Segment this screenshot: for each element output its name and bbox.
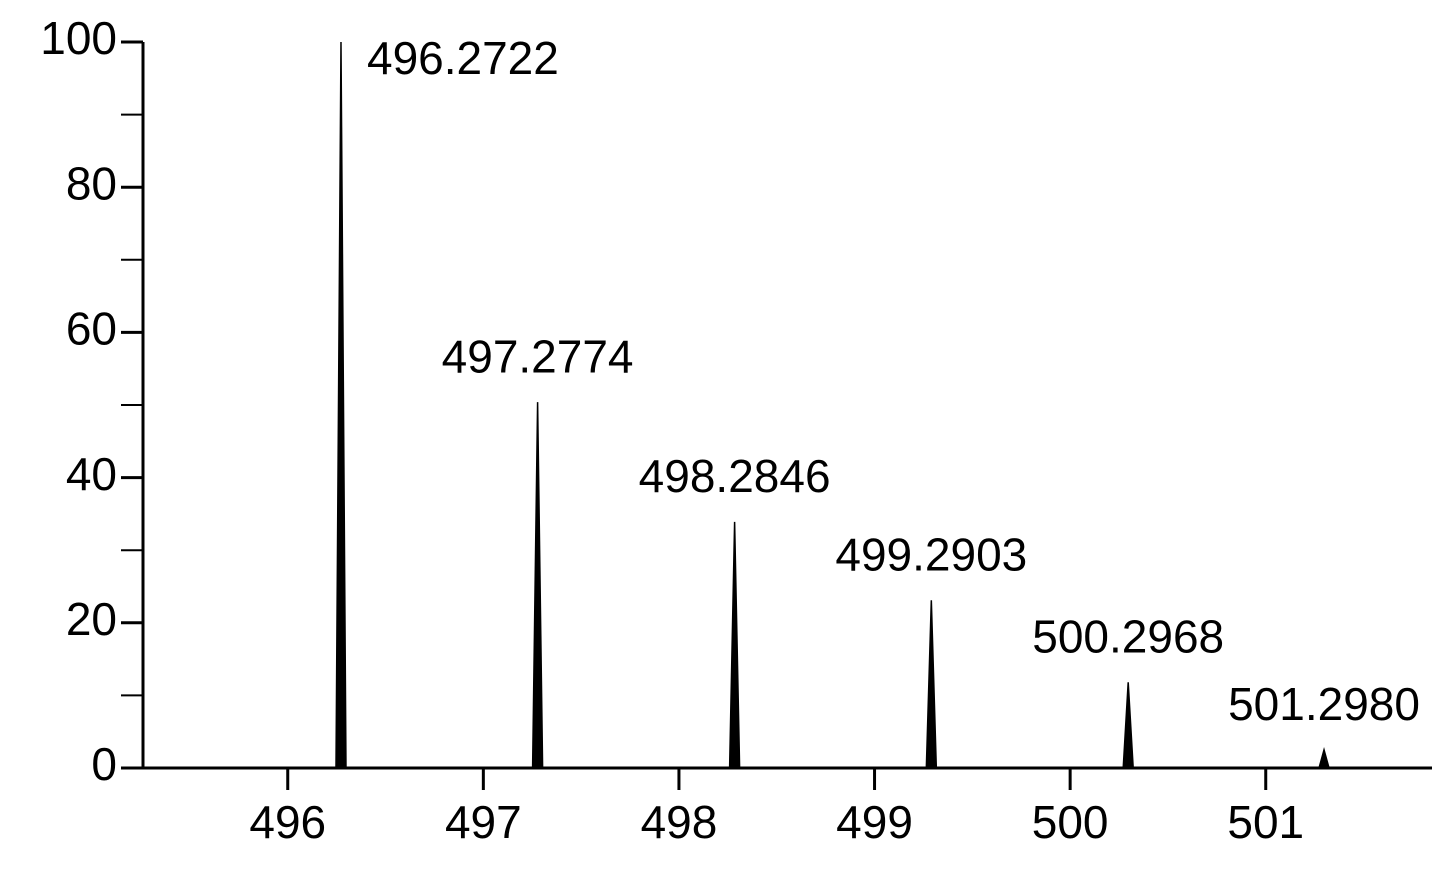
peak xyxy=(531,402,544,769)
x-tick-label: 499 xyxy=(836,796,913,848)
x-tick-label: 496 xyxy=(249,796,326,848)
y-tick-label: 80 xyxy=(66,157,117,209)
x-tick-label: 500 xyxy=(1032,796,1109,848)
y-tick-label: 20 xyxy=(66,593,117,645)
y-tick-label: 100 xyxy=(40,12,117,64)
x-tick-label: 501 xyxy=(1227,796,1304,848)
peak-label: 499.2903 xyxy=(835,528,1027,580)
peak-label: 501.2980 xyxy=(1228,678,1420,730)
y-tick-label: 60 xyxy=(66,303,117,355)
peak-label: 500.2968 xyxy=(1032,610,1224,662)
peak xyxy=(925,600,938,769)
peak xyxy=(728,521,741,769)
peak xyxy=(1318,747,1331,769)
peak-label: 497.2774 xyxy=(442,330,634,382)
y-tick-label: 0 xyxy=(91,738,117,790)
peak xyxy=(1122,682,1134,769)
peak-label: 496.2722 xyxy=(367,32,559,84)
peak-label: 498.2846 xyxy=(639,450,831,502)
y-tick-label: 40 xyxy=(66,448,117,500)
x-tick-label: 498 xyxy=(641,796,718,848)
x-tick-label: 497 xyxy=(445,796,522,848)
peak xyxy=(335,41,347,769)
